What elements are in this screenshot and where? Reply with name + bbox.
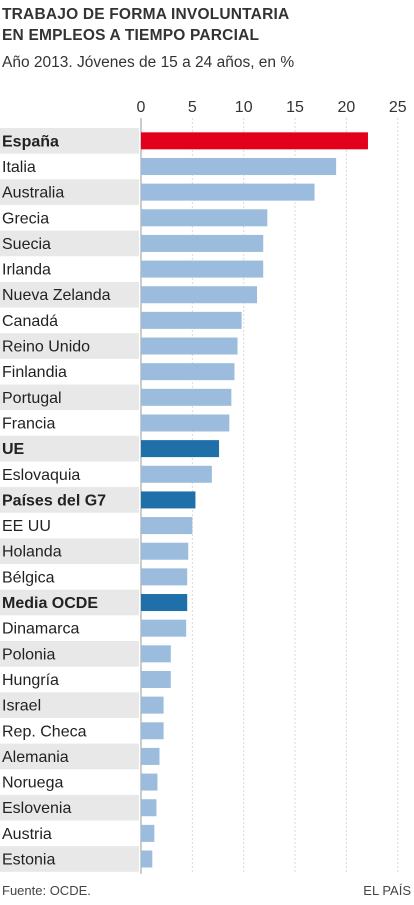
row-stripe	[0, 281, 139, 308]
bar	[141, 594, 188, 612]
category-label: Portugal	[2, 390, 62, 407]
chart-title: TRABAJO DE FORMA INVOLUNTARIA EN EMPLEOS…	[2, 4, 412, 46]
x-tick-label: 15	[286, 99, 304, 116]
bar	[141, 824, 155, 842]
category-label: Dinamarca	[2, 621, 79, 638]
category-label: Australia	[2, 185, 64, 202]
bar	[141, 542, 189, 560]
category-label: EE UU	[2, 518, 51, 535]
bars	[141, 132, 368, 868]
category-label: Polonia	[2, 646, 55, 663]
publisher-credit: EL PAÍS	[363, 883, 411, 898]
bar	[141, 568, 188, 586]
x-tick-label: 10	[235, 99, 253, 116]
bar	[141, 363, 235, 381]
row-stripe	[0, 794, 139, 821]
category-label: Austria	[2, 826, 52, 843]
category-label: Nueva Zelanda	[2, 287, 111, 304]
row-stripe	[0, 435, 139, 462]
x-tick-label: 25	[389, 99, 407, 116]
x-tick-label: 5	[188, 99, 197, 116]
bar-chart: 0 5 10 15 20 25 España Italia Australia Grecia Sue…	[0, 99, 407, 874]
row-stripe	[0, 384, 139, 411]
bar	[141, 619, 187, 637]
x-tick-label: 20	[338, 99, 356, 116]
bar	[141, 337, 238, 355]
bar	[141, 414, 230, 432]
bar	[141, 311, 242, 329]
category-label: Finlandia	[2, 364, 67, 381]
category-label: Noruega	[2, 775, 63, 792]
category-label: Hungría	[2, 672, 59, 689]
row-stripe	[0, 743, 139, 770]
bar	[141, 260, 264, 278]
category-label: Países del G7	[2, 492, 106, 509]
category-label: Irlanda	[2, 262, 51, 279]
source-note: Fuente: OCDE.	[2, 883, 91, 898]
bar	[141, 670, 171, 688]
category-label: Reino Unido	[2, 339, 90, 356]
category-label: Italia	[2, 159, 36, 176]
bar	[141, 286, 258, 304]
bar	[141, 747, 160, 765]
bar	[141, 696, 164, 714]
row-stripe	[0, 230, 139, 257]
row-stripe	[0, 538, 139, 565]
chart-subtitle: Año 2013. Jóvenes de 15 a 24 años, en %	[2, 54, 295, 71]
bar	[141, 132, 368, 150]
bar	[141, 209, 268, 227]
chart-title-line-1: TRABAJO DE FORMA INVOLUNTARIA	[2, 6, 290, 23]
bar	[141, 517, 193, 535]
row-stripe	[0, 846, 139, 872]
bar	[141, 157, 337, 175]
x-tick-label: 0	[137, 99, 146, 116]
category-label: Canadá	[2, 313, 58, 330]
category-label: Estonia	[2, 852, 55, 869]
category-labels: España Italia Australia Grecia Suecia Irlanda…	[2, 133, 111, 868]
category-label: Suecia	[2, 236, 51, 253]
row-stripes	[0, 128, 139, 872]
category-label: UE	[2, 441, 25, 458]
category-label: Eslovenia	[2, 800, 71, 817]
category-label: Alemania	[2, 749, 69, 766]
bar	[141, 645, 171, 663]
row-stripe	[0, 692, 139, 718]
row-stripe	[0, 128, 139, 154]
category-label: Israel	[2, 698, 41, 715]
category-label: Media OCDE	[2, 595, 98, 612]
bar	[141, 234, 264, 252]
bar	[141, 850, 153, 868]
bar	[141, 773, 158, 791]
row-stripe	[0, 179, 139, 205]
chart-title-line-2: EN EMPLEOS A TIEMPO PARCIAL	[2, 27, 260, 44]
category-label: Rep. Checa	[2, 723, 87, 740]
category-label: Grecia	[2, 210, 49, 227]
bar	[141, 799, 157, 817]
row-stripe	[0, 641, 139, 667]
bar	[141, 183, 315, 201]
row-stripe	[0, 487, 139, 513]
category-label: Bélgica	[2, 569, 55, 586]
category-label: Eslovaquia	[2, 467, 80, 484]
bar	[141, 388, 232, 406]
category-label: Francia	[2, 415, 55, 432]
bar	[141, 491, 196, 509]
bar	[141, 465, 212, 483]
row-stripe	[0, 333, 139, 359]
category-label: España	[2, 133, 59, 150]
row-stripe	[0, 589, 139, 616]
bar	[141, 440, 220, 458]
bar	[141, 722, 164, 740]
x-axis-ticks: 0 5 10 15 20 25	[137, 99, 407, 116]
category-label: Holanda	[2, 544, 62, 561]
